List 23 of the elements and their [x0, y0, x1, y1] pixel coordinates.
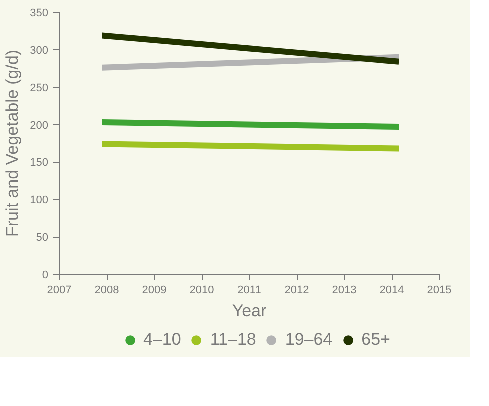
legend-label: 11–18 [210, 330, 256, 350]
x-tick-label: 2009 [142, 284, 167, 296]
y-tick-label: 150 [30, 157, 49, 170]
x-axis-title: Year [232, 302, 268, 320]
y-tick-label: 300 [30, 44, 49, 57]
y-tick-label: 200 [30, 120, 49, 132]
x-tick-label: 2012 [284, 284, 310, 296]
legend-label: 4–10 [144, 330, 182, 350]
y-tick-label: 0 [42, 270, 49, 282]
y-tick-label: 50 [36, 232, 49, 244]
y-tick-label: 350 [30, 8, 49, 20]
y-axis-title: Fruit and Vegetable (g/d) [3, 50, 22, 238]
x-tick-label: 2010 [190, 284, 214, 296]
x-tick-label: 2013 [332, 284, 357, 296]
x-tick-label: 2007 [47, 284, 72, 296]
x-tick-label: 2015 [427, 284, 452, 296]
x-tick-label: 2014 [380, 284, 404, 296]
y-tick-label: 100 [30, 194, 49, 207]
x-tick-label: 2008 [94, 284, 120, 296]
y-tick-label: 250 [30, 82, 49, 94]
legend-label: 19–64 [285, 330, 333, 350]
legend-label: 65+ [362, 330, 390, 350]
x-tick-label: 2011 [238, 284, 262, 296]
